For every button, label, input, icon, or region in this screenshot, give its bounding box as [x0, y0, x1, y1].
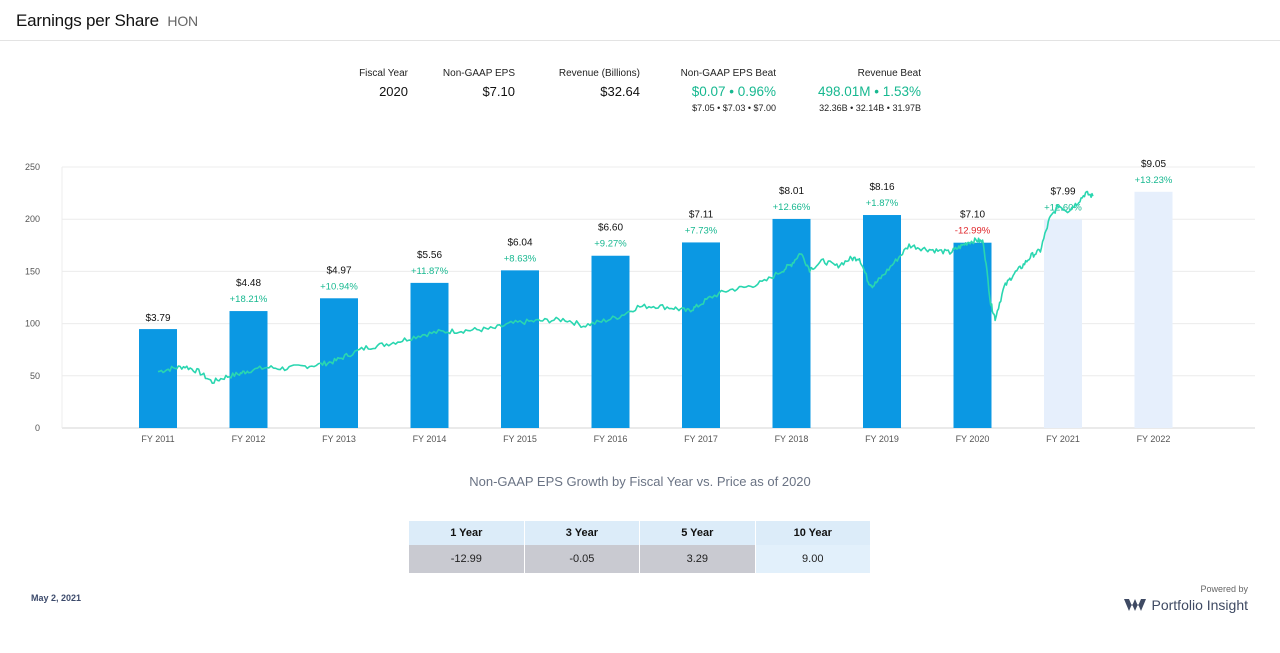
- eps-value-label: $7.10: [960, 210, 985, 221]
- eps-growth-label: +8.63%: [504, 253, 537, 264]
- price-line: [157, 190, 1094, 384]
- stat-label: Revenue Beat: [857, 68, 921, 79]
- stat-value: $7.10: [482, 84, 515, 99]
- stat-sub: $7.05 • $7.03 • $7.00: [692, 103, 776, 113]
- eps-bar: [229, 311, 268, 428]
- eps-growth-label: +13.23%: [1135, 175, 1173, 186]
- growth-value-1y: -12.99: [409, 545, 525, 573]
- eps-bar: [501, 270, 539, 428]
- stat-eps: Non-GAAP EPS $7.10: [443, 68, 515, 99]
- stat-sub: 32.36B • 32.14B • 31.97B: [819, 103, 921, 113]
- eps-growth-label: +7.73%: [685, 225, 718, 236]
- eps-growth-label: +12.60%: [1044, 202, 1082, 213]
- stat-value: 498.01M • 1.53%: [817, 84, 921, 99]
- eps-bar: [772, 218, 811, 428]
- eps-growth-label: +10.94%: [320, 281, 358, 292]
- page-header: Earnings per Share HON: [0, 0, 1280, 41]
- eps-value-label: $4.48: [236, 278, 261, 289]
- stat-revenue: Revenue (Billions) $32.64: [559, 68, 640, 99]
- y-tick-label: 100: [25, 319, 40, 329]
- eps-value-label: $5.56: [417, 250, 442, 261]
- y-tick-label: 200: [25, 214, 40, 224]
- stat-fiscal-year: Fiscal Year 2020: [359, 68, 408, 99]
- eps-bar: [953, 242, 992, 428]
- growth-value-10y: 9.00: [755, 545, 872, 573]
- page-title: Earnings per Share HON: [16, 11, 198, 31]
- eps-value-label: $6.04: [507, 237, 532, 248]
- eps-estimate-bar: [1134, 191, 1173, 428]
- x-tick-label: FY 2020: [956, 434, 990, 444]
- y-tick-label: 250: [25, 162, 40, 172]
- growth-value-5y: 3.29: [639, 545, 756, 573]
- eps-chart: 0 50 100 150 200 250 $3.79 FY 2011 $4.48 +18.21% F…: [25, 159, 1255, 444]
- eps-growth-label: -12.99%: [955, 226, 991, 237]
- stat-eps-beat: Non-GAAP EPS Beat $0.07 • 0.96% $7.05 • …: [681, 68, 776, 113]
- eps-bar: [320, 298, 358, 428]
- stat-value: $0.07 • 0.96%: [691, 84, 776, 99]
- portfolio-insight-logo-icon: [1123, 599, 1146, 611]
- x-tick-label: FY 2022: [1137, 434, 1171, 444]
- stat-label: Fiscal Year: [359, 68, 408, 79]
- growth-header-3y: 3 Year: [524, 521, 641, 545]
- growth-table-header-row: 1 Year 3 Year 5 Year 10 Year: [409, 521, 872, 545]
- eps-value-label: $9.05: [1141, 159, 1166, 170]
- stat-value: $32.64: [600, 84, 640, 99]
- growth-header-10y: 10 Year: [755, 521, 872, 545]
- growth-table: 1 Year 3 Year 5 Year 10 Year -12.99 -0.0…: [409, 521, 872, 573]
- x-tick-label: FY 2013: [322, 434, 356, 444]
- powered-by[interactable]: Powered by Portfolio Insight: [1123, 584, 1249, 613]
- growth-header-5y: 5 Year: [639, 521, 756, 545]
- x-tick-label: FY 2019: [865, 434, 899, 444]
- eps-growth-label: +18.21%: [230, 294, 268, 305]
- eps-value-label: $7.11: [689, 209, 714, 220]
- y-tick-label: 50: [30, 371, 40, 381]
- eps-bar: [591, 255, 630, 428]
- eps-value-label: $7.99: [1050, 186, 1075, 197]
- eps-value-label: $4.97: [326, 265, 351, 276]
- ticker-symbol: HON: [167, 13, 198, 29]
- eps-growth-label: +11.87%: [411, 266, 449, 277]
- growth-table-title: Non-GAAP EPS Growth by Fiscal Year vs. P…: [469, 474, 811, 489]
- stat-revenue-beat: Revenue Beat 498.01M • 1.53% 32.36B • 32…: [818, 68, 921, 113]
- powered-by-label: Powered by: [1200, 584, 1248, 594]
- eps-bar: [682, 242, 720, 428]
- eps-estimate-bar: [1044, 219, 1082, 428]
- x-tick-label: FY 2021: [1046, 434, 1080, 444]
- eps-value-label: $6.60: [598, 223, 623, 234]
- brand-name: Portfolio Insight: [1151, 597, 1249, 613]
- eps-value-label: $8.01: [779, 186, 804, 197]
- y-tick-label: 150: [25, 266, 40, 276]
- eps-bar: [410, 282, 449, 428]
- page-title-text: Earnings per Share: [16, 11, 159, 30]
- x-tick-label: FY 2011: [141, 434, 174, 444]
- x-tick-label: FY 2018: [775, 434, 809, 444]
- eps-value-label: $3.79: [145, 313, 170, 324]
- y-tick-label: 0: [35, 423, 40, 433]
- x-tick-label: FY 2012: [232, 434, 266, 444]
- stat-value: 2020: [379, 84, 408, 99]
- eps-value-label: $8.16: [869, 182, 894, 193]
- eps-growth-label: +1.87%: [866, 198, 899, 209]
- growth-table-row: -12.99 -0.05 3.29 9.00: [409, 545, 872, 573]
- growth-value-3y: -0.05: [524, 545, 641, 573]
- report-date: May 2, 2021: [31, 593, 82, 603]
- stat-label: Revenue (Billions): [558, 68, 640, 79]
- stat-label: Non-GAAP EPS: [442, 68, 515, 79]
- brand: Portfolio Insight: [1123, 597, 1249, 613]
- eps-growth-label: +12.66%: [773, 202, 811, 213]
- x-tick-label: FY 2015: [503, 434, 537, 444]
- growth-header-1y: 1 Year: [409, 521, 525, 545]
- x-tick-label: FY 2016: [594, 434, 628, 444]
- x-tick-label: FY 2014: [413, 434, 447, 444]
- x-tick-label: FY 2017: [684, 434, 718, 444]
- eps-growth-label: +9.27%: [594, 239, 627, 250]
- eps-bar: [139, 329, 177, 428]
- eps-bar: [863, 215, 901, 428]
- summary-stats: Fiscal Year 2020 Non-GAAP EPS $7.10 Reve…: [0, 68, 1280, 128]
- stat-label: Non-GAAP EPS Beat: [680, 68, 776, 79]
